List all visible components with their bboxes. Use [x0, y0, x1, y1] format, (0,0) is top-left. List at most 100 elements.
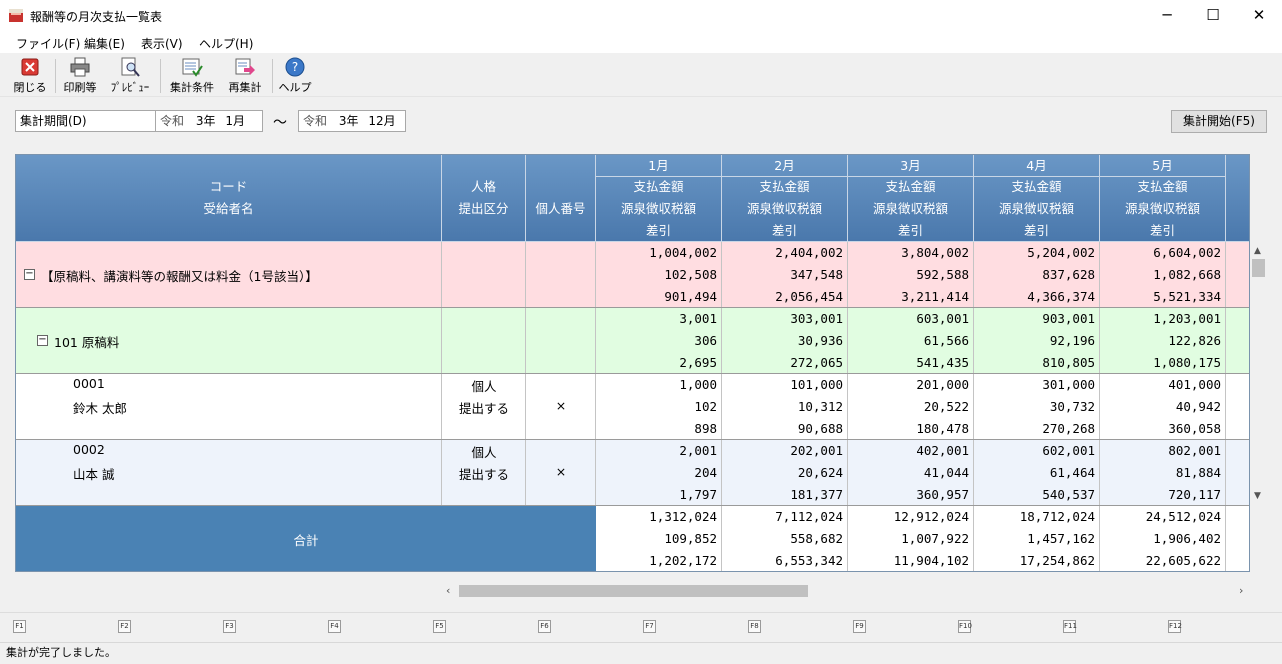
header-persona-label: 人格: [470, 179, 496, 194]
period-label: 集計期間(D): [15, 110, 156, 132]
persona-value: 個人: [471, 379, 497, 394]
collapse-toggle-icon[interactable]: −: [24, 268, 35, 280]
amount-cell: 1,000: [679, 377, 717, 392]
fkey-f4[interactable]: F4: [328, 620, 341, 633]
close-icon: [21, 58, 39, 76]
amount-cell: 306: [694, 333, 717, 348]
menu-bar: ファイル(F) 編集(E) 表示(V) ヘルプ(H): [0, 31, 1282, 53]
table-row[interactable]: −101 原稿料 3,001 306 2,695 303,001 30,936 272,06…: [16, 308, 1249, 374]
collapse-toggle-icon[interactable]: −: [37, 334, 48, 346]
menu-edit[interactable]: 編集(E): [84, 37, 125, 51]
fkey-f5[interactable]: F5: [433, 620, 446, 633]
header-month: [1226, 155, 1249, 242]
preview-icon: [121, 57, 140, 77]
grid-line: [721, 440, 722, 506]
conditions-button[interactable]: 集計条件: [166, 56, 218, 96]
table-row[interactable]: 0001 鈴木 太郎 個人 提出する × 1,000 102 898 101,000 10,312…: [16, 374, 1249, 440]
app-icon: [9, 9, 23, 22]
fkey-f6[interactable]: F6: [538, 620, 551, 633]
fkey-f3[interactable]: F3: [223, 620, 236, 633]
toolbar-separator: [55, 59, 56, 93]
close-window-button[interactable]: ✕: [1252, 6, 1266, 24]
amount-cell: 1,082,668: [1153, 267, 1221, 282]
fkey-f1[interactable]: F1: [13, 620, 26, 633]
to-month[interactable]: 12月: [368, 114, 396, 128]
fkey-f11[interactable]: F11: [1063, 620, 1077, 633]
vertical-scroll-thumb[interactable]: [1252, 259, 1265, 277]
horizontal-scroll-thumb[interactable]: [459, 585, 808, 597]
scroll-up-icon[interactable]: ▲: [1254, 246, 1261, 256]
fkey-f8[interactable]: F8: [748, 620, 761, 633]
grid-line: [441, 440, 442, 506]
amount-cell: 2,695: [679, 355, 717, 370]
amount-cell: 3,804,002: [901, 245, 969, 260]
scroll-down-icon[interactable]: ▼: [1254, 491, 1261, 501]
from-month[interactable]: 1月: [225, 114, 245, 128]
close-button[interactable]: 閉じる: [13, 56, 47, 96]
help-button[interactable]: ? ヘルプ: [278, 56, 312, 96]
header-payment-label: 支払金額: [759, 179, 810, 194]
header-net-label: 差引: [897, 223, 923, 238]
maximize-button[interactable]: ☐: [1206, 6, 1220, 24]
amount-cell: 592,588: [916, 267, 969, 282]
row-divider: [16, 505, 1249, 506]
fkey-f12[interactable]: F12: [1168, 620, 1182, 633]
period-from[interactable]: 令和 3年 1月: [155, 110, 263, 132]
header-withholding-label: 源泉徴収税額: [1124, 201, 1200, 216]
grid-line: [1225, 506, 1226, 571]
grid-line: [1099, 506, 1100, 571]
function-key-bar: F1 F2 F3 F4 F5 F6 F7 F8 F9 F10 F11 F12: [0, 612, 1282, 640]
amount-cell: 2,404,002: [775, 245, 843, 260]
grid-line: [721, 506, 722, 571]
horizontal-scrollbar[interactable]: ‹ ›: [443, 582, 1250, 600]
amount-cell: 272,065: [790, 355, 843, 370]
print-button[interactable]: 印刷等: [61, 56, 99, 96]
vertical-scrollbar[interactable]: ▲ ▼: [1250, 241, 1267, 506]
total-amount-cell: 1,457,162: [1027, 531, 1095, 546]
menu-view[interactable]: 表示(V): [141, 37, 183, 51]
menu-help[interactable]: ヘルプ(H): [199, 37, 254, 51]
scroll-right-icon[interactable]: ›: [1239, 584, 1244, 597]
status-bar: 集計が完了しました。: [0, 642, 1282, 664]
group-name: 101 原稿料: [54, 335, 120, 350]
grid-line: [595, 440, 596, 506]
help-icon: ?: [285, 57, 305, 77]
grid-line: [1099, 242, 1100, 308]
grid-line: [1225, 440, 1226, 506]
fkey-f7[interactable]: F7: [643, 620, 656, 633]
grid-line: [721, 374, 722, 440]
menu-file[interactable]: ファイル(F): [16, 37, 81, 51]
amount-cell: 270,268: [1042, 421, 1095, 436]
amount-cell: 92,196: [1049, 333, 1095, 348]
amount-cell: 360,058: [1168, 421, 1221, 436]
header-month: 4月 支払金額 源泉徴収税額 差引: [974, 155, 1100, 242]
preview-button[interactable]: ﾌﾟﾚﾋﾞｭｰ: [107, 56, 153, 96]
group-name: 【原稿料、講演料等の報酬又は料金（1号該当）】: [41, 269, 318, 284]
recalc-button[interactable]: 再集計: [224, 56, 266, 96]
table-row[interactable]: 0002 山本 誠 個人 提出する × 2,001 204 1,797 202,001 20,62…: [16, 440, 1249, 506]
toolbar-separator: [272, 59, 273, 93]
fkey-f9[interactable]: F9: [853, 620, 866, 633]
svg-text:?: ?: [292, 60, 298, 74]
start-aggregation-button[interactable]: 集計開始(F5): [1171, 110, 1267, 133]
table-row[interactable]: − 【原稿料、講演料等の報酬又は料金（1号該当）】 1,004,002 102,508…: [16, 242, 1249, 308]
total-amount-cell: 558,682: [790, 531, 843, 546]
header-payment-label: 支払金額: [1011, 179, 1062, 194]
total-amount-cell: 11,904,102: [893, 553, 969, 568]
grid-line: [973, 374, 974, 440]
grid-line: [721, 242, 722, 308]
grid-line: [595, 242, 596, 308]
fkey-f2[interactable]: F2: [118, 620, 131, 633]
grid-line: [525, 440, 526, 506]
fkey-f10[interactable]: F10: [958, 620, 972, 633]
amount-cell: 1,203,001: [1153, 311, 1221, 326]
amount-cell: 30,732: [1049, 399, 1095, 414]
scroll-left-icon[interactable]: ‹: [446, 584, 451, 597]
amount-cell: 303,001: [790, 311, 843, 326]
period-to[interactable]: 令和 3年 12月: [298, 110, 406, 132]
grid-line: [973, 440, 974, 506]
total-amount-cell: 1,007,922: [901, 531, 969, 546]
header-month-label: 2月: [722, 155, 847, 177]
amount-cell: 4,366,374: [1027, 289, 1095, 304]
minimize-button[interactable]: ─: [1162, 6, 1172, 24]
